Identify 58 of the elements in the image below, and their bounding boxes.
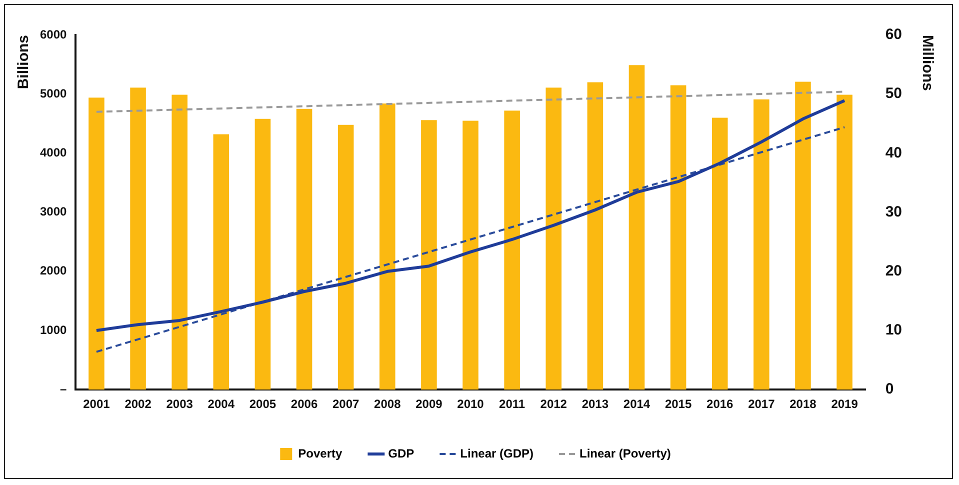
bar — [88, 98, 104, 390]
bar — [587, 82, 604, 390]
bar — [795, 82, 811, 390]
y2-tick-label: 20 — [885, 262, 902, 280]
bar — [379, 104, 396, 390]
y2-tick-label: 0 — [885, 380, 894, 398]
bar — [546, 88, 562, 390]
bar — [462, 120, 478, 390]
x-tick-label: 2007 — [332, 397, 360, 412]
legend-label: Linear (GDP) — [460, 446, 534, 460]
x-tick-label: 2012 — [540, 397, 568, 412]
y-tick-label: 5000 — [40, 86, 68, 100]
bar — [628, 65, 645, 390]
x-tick-label: 2001 — [83, 397, 110, 412]
bar — [836, 94, 852, 390]
y2-tick-label: 10 — [885, 322, 902, 339]
bar — [172, 94, 188, 390]
x-tick-label: 2004 — [208, 397, 235, 412]
x-tick-label: 2006 — [290, 397, 318, 412]
x-tick-label: 2005 — [249, 397, 276, 412]
bar — [712, 118, 728, 390]
y2-tick-label: 50 — [885, 85, 902, 102]
x-tick-label: 2003 — [166, 397, 194, 412]
y-tick-label: 3000 — [40, 204, 68, 219]
y-axis-title: Billions — [15, 35, 32, 90]
y-tick-label: – — [60, 382, 68, 396]
x-tick-label: 2002 — [124, 397, 152, 412]
x-tick-label: 2010 — [457, 397, 484, 412]
x-tick-label: 2016 — [706, 397, 734, 412]
y-tick-label: 4000 — [40, 146, 68, 160]
bar — [213, 134, 230, 390]
y-tick-label: 6000 — [40, 27, 68, 42]
y-tick-label: 2000 — [40, 264, 68, 278]
bar — [338, 124, 354, 390]
x-tick-label: 2014 — [623, 397, 650, 412]
x-tick-label: 2011 — [499, 397, 526, 412]
y-tick-label: 1000 — [40, 322, 68, 337]
y2-tick-label: 60 — [885, 26, 902, 44]
x-tick-label: 2018 — [790, 397, 817, 412]
x-tick-label: 2015 — [664, 397, 692, 412]
y2-tick-label: 30 — [885, 203, 902, 220]
x-tick-label: 2013 — [582, 397, 609, 412]
y2-axis-title: Millions — [918, 35, 936, 91]
legend-label: GDP — [388, 446, 414, 460]
bar — [296, 108, 312, 390]
bar — [670, 85, 686, 390]
y2-tick-label: 40 — [885, 144, 902, 162]
x-tick-label: 2009 — [416, 397, 443, 412]
legend-label: Linear (Poverty) — [580, 446, 671, 460]
bar — [754, 99, 770, 390]
x-tick-label: 2017 — [748, 397, 776, 412]
legend-label: Poverty — [298, 446, 342, 460]
bar — [254, 118, 271, 390]
bar — [130, 88, 146, 390]
x-tick-label: 2008 — [374, 397, 402, 412]
bar — [504, 110, 520, 390]
x-tick-label: 2019 — [831, 397, 858, 412]
bar — [421, 120, 437, 390]
